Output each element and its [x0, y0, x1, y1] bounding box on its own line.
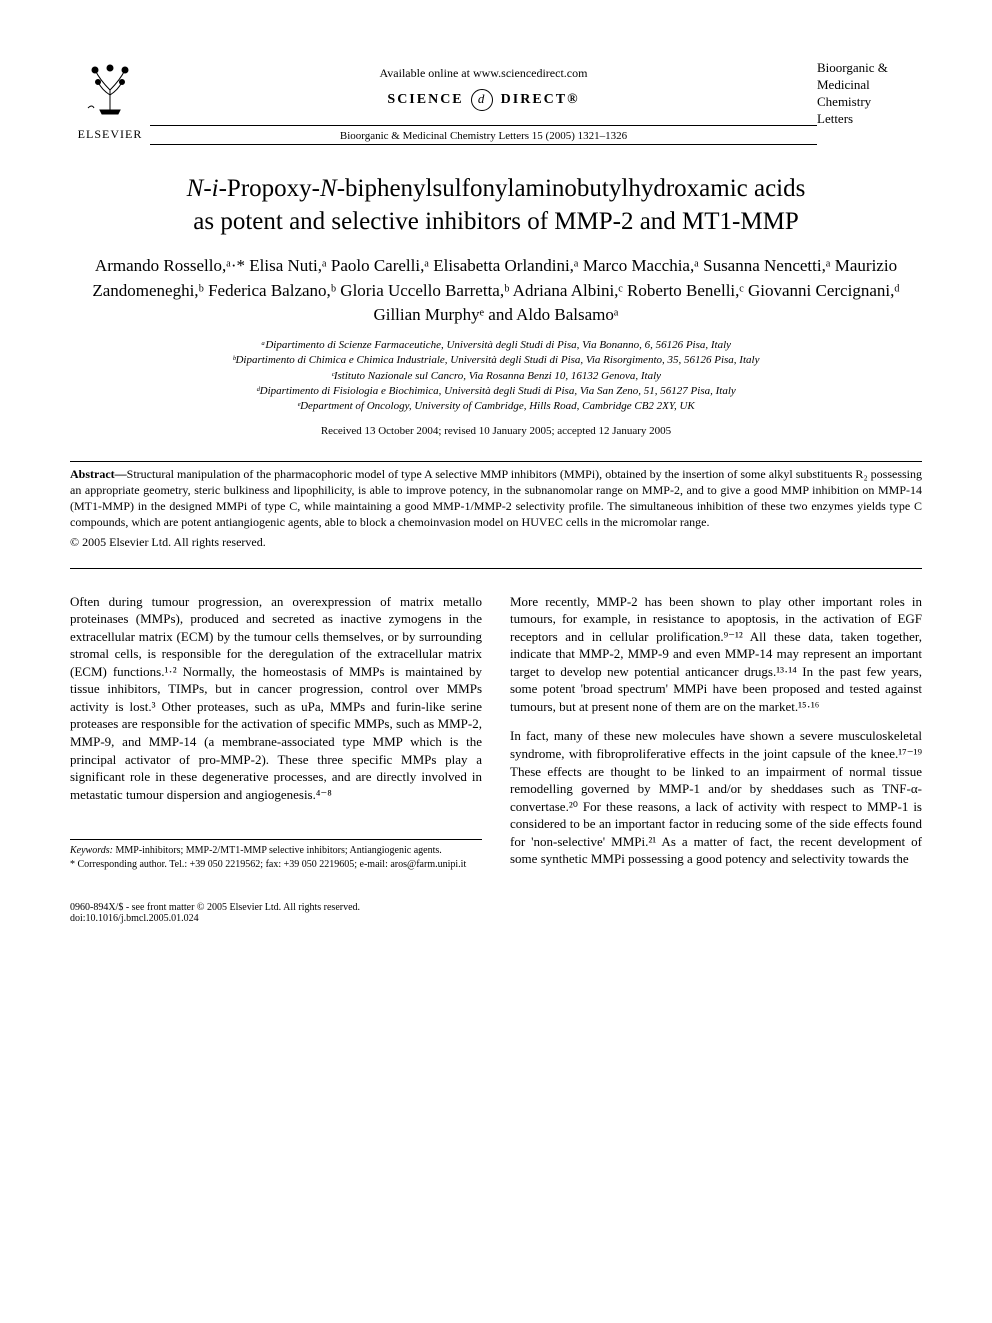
front-matter-line: 0960-894X/$ - see front matter © 2005 El… [70, 902, 360, 913]
footnotes-block: Keywords: MMP-inhibitors; MMP-2/MT1-MMP … [70, 839, 482, 871]
keywords-label: Keywords: [70, 845, 113, 856]
corresponding-author: * Corresponding author. Tel.: +39 050 22… [70, 858, 482, 872]
title-ital-N2: N [320, 175, 337, 202]
sd-at-icon: d [471, 89, 493, 111]
header-rule-top [150, 125, 817, 126]
authors-block: Armando Rossello,ᵃ·* Elisa Nuti,ᵃ Paolo … [70, 254, 922, 328]
sciencedirect-logo: SCIENCE d DIRECT® [150, 89, 817, 111]
body-columns: Often during tumour progression, an over… [70, 593, 922, 880]
title-ital-N1: N [187, 175, 204, 202]
title-seg: - [203, 175, 211, 202]
footer-row: 0960-894X/$ - see front matter © 2005 El… [70, 902, 922, 924]
affiliations-block: ᵃDipartimento di Scienze Farmaceutiche, … [70, 338, 922, 415]
title-seg: -biphenylsulfonylaminobutylhydroxamic ac… [337, 175, 806, 202]
doi-line: doi:10.1016/j.bmcl.2005.01.024 [70, 913, 360, 924]
affiliation: ᵉDepartment of Oncology, University of C… [70, 399, 922, 414]
keywords-line: Keywords: MMP-inhibitors; MMP-2/MT1-MMP … [70, 844, 482, 858]
abstract-lead: Abstract— [70, 467, 127, 481]
publisher-logo: ELSEVIER [70, 60, 150, 142]
body-paragraph: More recently, MMP-2 has been shown to p… [510, 593, 922, 716]
journal-line: Bioorganic & [817, 60, 922, 77]
column-right: More recently, MMP-2 has been shown to p… [510, 593, 922, 880]
affiliation: ᵇDipartimento di Chimica e Chimica Indus… [70, 353, 922, 368]
journal-line: Letters [817, 111, 922, 128]
header-rule-bottom [150, 144, 817, 145]
title-ital-i: i [212, 175, 219, 202]
abstract-rule-top [70, 461, 922, 462]
abstract-rule-bottom [70, 568, 922, 569]
citation-line: Bioorganic & Medicinal Chemistry Letters… [150, 130, 817, 142]
body-paragraph: Often during tumour progression, an over… [70, 593, 482, 804]
affiliation: ᶜIstituto Nazionale sul Cancro, Via Rosa… [70, 369, 922, 384]
keywords-text: MMP-inhibitors; MMP-2/MT1-MMP selective … [113, 845, 442, 856]
journal-line: Chemistry [817, 94, 922, 111]
footer-left: 0960-894X/$ - see front matter © 2005 El… [70, 902, 360, 924]
body-paragraph: In fact, many of these new molecules hav… [510, 727, 922, 867]
dates-line: Received 13 October 2004; revised 10 Jan… [70, 425, 922, 437]
copyright-line: © 2005 Elsevier Ltd. All rights reserved… [70, 535, 922, 550]
title-seg: -Propoxy- [219, 175, 320, 202]
sd-right: DIRECT® [501, 92, 580, 107]
available-online-line: Available online at www.sciencedirect.co… [150, 66, 817, 81]
header-center: Available online at www.sciencedirect.co… [150, 60, 817, 149]
publisher-name: ELSEVIER [70, 127, 150, 142]
column-left: Often during tumour progression, an over… [70, 593, 482, 880]
journal-line: Medicinal [817, 77, 922, 94]
abstract-block: Abstract—Structural manipulation of the … [70, 466, 922, 531]
sd-left: SCIENCE [387, 92, 463, 107]
title-line2: as potent and selective inhibitors of MM… [193, 208, 799, 235]
header-row: ELSEVIER Available online at www.science… [70, 60, 922, 149]
affiliation: ᵈDipartimento di Fisiologia e Biochimica… [70, 384, 922, 399]
article-title: N-i-Propoxy-N-biphenylsulfonylaminobutyl… [70, 173, 922, 238]
affiliation: ᵃDipartimento di Scienze Farmaceutiche, … [70, 338, 922, 353]
elsevier-tree-icon [70, 60, 150, 123]
journal-name-box: Bioorganic & Medicinal Chemistry Letters [817, 60, 922, 128]
abstract-text: Structural manipulation of the pharmacop… [70, 467, 922, 530]
